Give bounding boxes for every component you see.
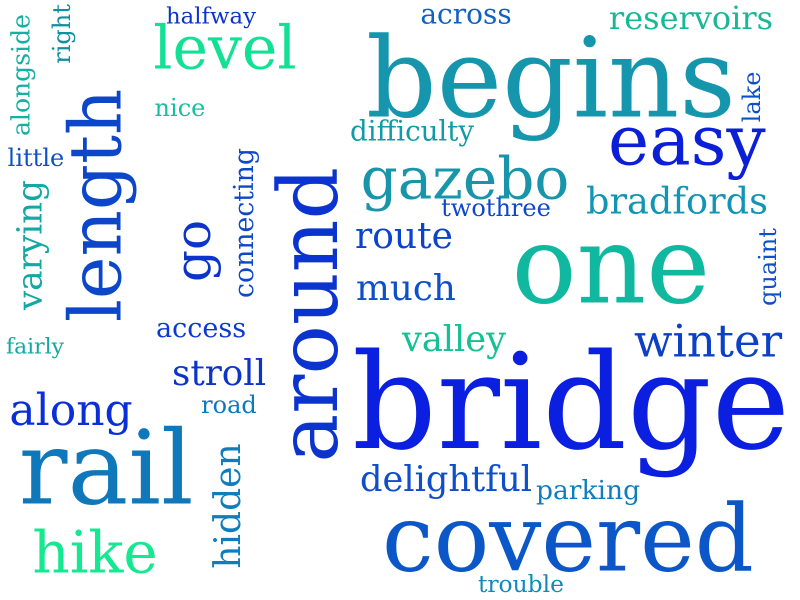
word-across: across [420, 0, 512, 31]
word-alongside: alongside [6, 14, 36, 136]
word-winter: winter [634, 314, 783, 368]
word-trouble: trouble [478, 570, 564, 598]
word-twothree: twothree [441, 193, 551, 222]
word-bridge: bridge [352, 324, 791, 480]
word-nice: nice [154, 93, 206, 122]
word-difficulty: difficulty [350, 114, 475, 148]
word-begins: begins [366, 13, 736, 144]
word-along: along [9, 384, 133, 436]
word-gazebo: gazebo [360, 144, 570, 213]
word-length: length [53, 88, 138, 323]
word-bradfords: bradfords [586, 179, 768, 223]
word-easy: easy [608, 99, 766, 182]
word-little: little [7, 143, 65, 172]
word-quaint: quaint [753, 228, 782, 306]
word-access: access [156, 312, 247, 344]
word-lake: lake [737, 71, 766, 123]
word-halfway: halfway [166, 2, 256, 30]
word-valley: valley [402, 318, 506, 360]
word-right: right [47, 4, 76, 64]
word-fairly: fairly [6, 333, 64, 359]
word-level: level [153, 12, 297, 83]
word-stroll: stroll [172, 351, 267, 394]
word-hike: hike [32, 518, 158, 587]
word-covered: covered [382, 484, 754, 593]
word-varying: varying [9, 180, 50, 310]
word-go: go [163, 219, 223, 282]
word-delightful: delightful [360, 458, 533, 500]
word-hidden: hidden [206, 443, 249, 569]
word-road: road [201, 390, 257, 419]
word-connecting: connecting [228, 148, 260, 298]
word-parking: parking [536, 474, 641, 506]
word-around: around [260, 167, 357, 463]
word-reservoirs: reservoirs [608, 0, 774, 37]
word-one: one [511, 202, 711, 329]
word-rail: rail [18, 408, 194, 529]
word-much: much [356, 266, 456, 309]
word-route: route [355, 214, 453, 257]
